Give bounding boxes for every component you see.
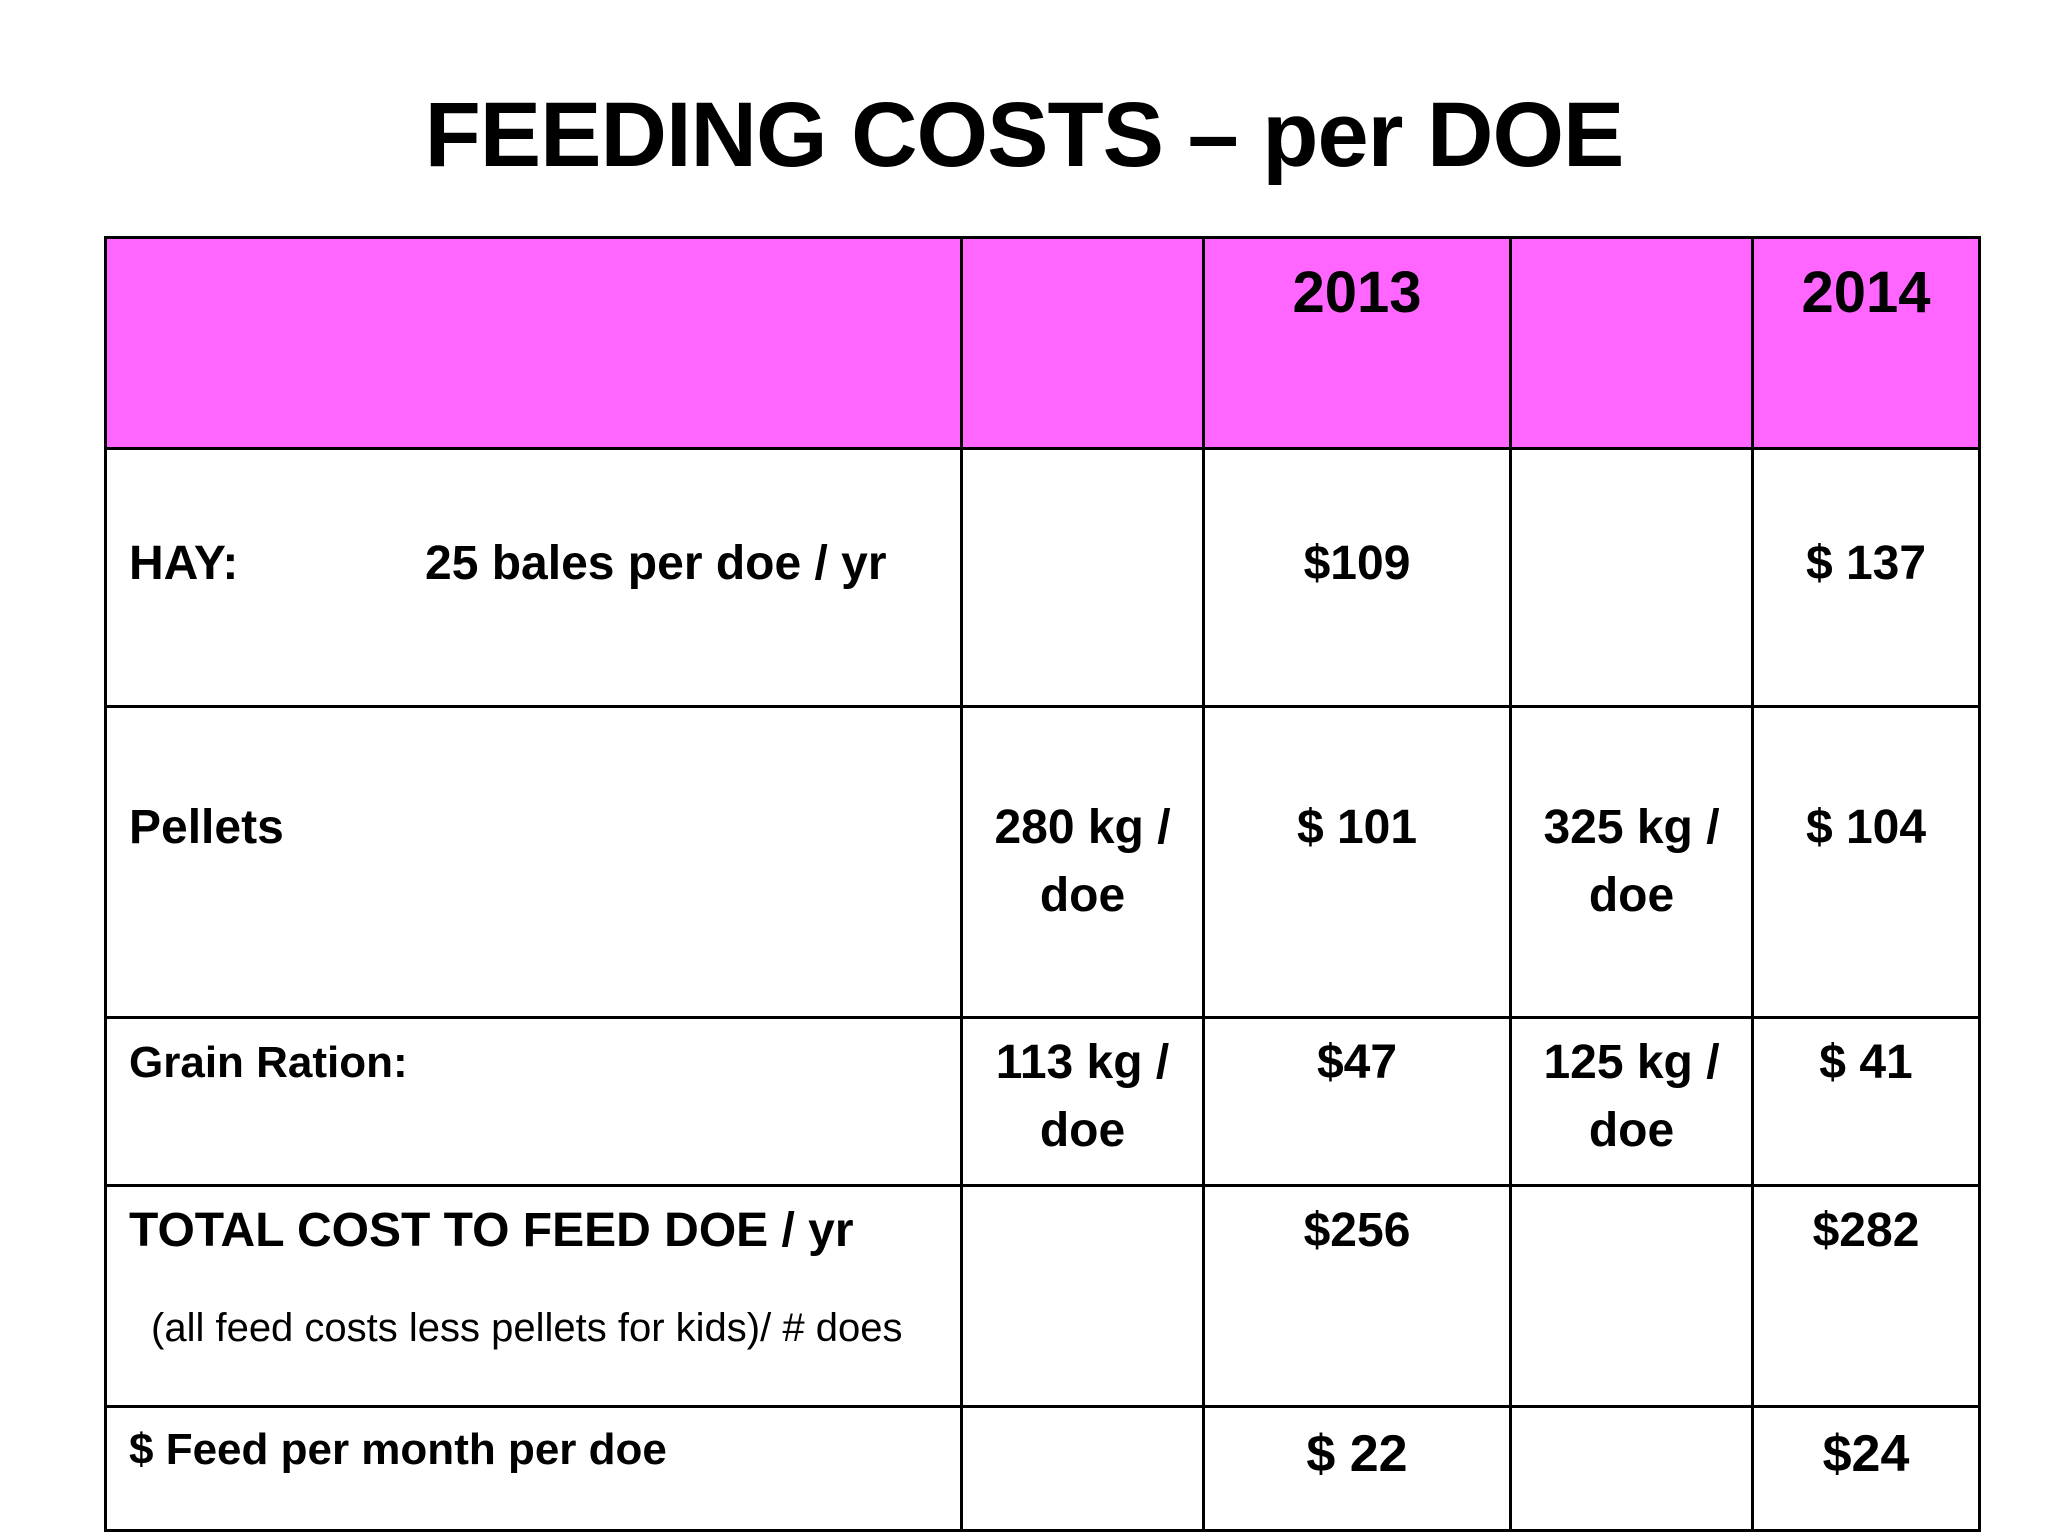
grain-label: Grain Ration:: [104, 1016, 963, 1187]
slide-title: FEEDING COSTS – per DOE: [424, 84, 1625, 186]
total-amount-2013: [960, 1184, 1205, 1408]
hay-detail: 25 bales per doe / yr: [425, 537, 887, 590]
table-header-row: 2013 2014: [104, 236, 1981, 450]
hay-cost-2014: $ 137: [1751, 447, 1981, 708]
pellets-label: Pellets: [104, 705, 963, 1019]
table-row-monthly: $ Feed per month per doe $ 22 $24: [104, 1405, 1981, 1532]
monthly-amount-2013: [960, 1405, 1205, 1532]
grain-cost-2014: $ 41: [1751, 1016, 1981, 1187]
pellets-cost-2014: $ 104: [1751, 705, 1981, 1019]
total-note: (all feed costs less pellets for kids)/ …: [151, 1306, 903, 1350]
grain-amount-2014: 125 kg / doe: [1509, 1016, 1754, 1187]
grain-cost-2013: $47: [1202, 1016, 1512, 1187]
pellets-amount-2014: 325 kg / doe: [1509, 705, 1754, 1019]
monthly-cost-2014: $24: [1751, 1405, 1981, 1532]
pellets-cost-2013: $ 101: [1202, 705, 1512, 1019]
header-year-2014: 2014: [1751, 236, 1981, 450]
table-row-hay: HAY: 25 bales per doe / yr $109 $ 137: [104, 447, 1981, 708]
feeding-costs-table: 2013 2014 HAY: 25 bales per doe / yr $109…: [104, 236, 1981, 1532]
hay-cost-2013: $109: [1202, 447, 1512, 708]
total-label: TOTAL COST TO FEED DOE / yr: [129, 1204, 854, 1257]
table-row-total: TOTAL COST TO FEED DOE / yr (all feed co…: [104, 1184, 1981, 1408]
monthly-amount-2014: [1509, 1405, 1754, 1532]
monthly-cost-2013: $ 22: [1202, 1405, 1512, 1532]
hay-amount-2013: [960, 447, 1205, 708]
hay-label: HAY:: [129, 537, 239, 590]
hay-amount-2014: [1509, 447, 1754, 708]
total-label-cell: TOTAL COST TO FEED DOE / yr (all feed co…: [104, 1184, 963, 1408]
header-year-2013: 2013: [1202, 236, 1512, 450]
table-row-pellets: Pellets 280 kg / doe $ 101 325 kg / doe …: [104, 705, 1981, 1019]
monthly-label: $ Feed per month per doe: [104, 1405, 963, 1532]
table-row-grain: Grain Ration: 113 kg / doe $47 125 kg / …: [104, 1016, 1981, 1187]
total-cost-2014: $282: [1751, 1184, 1981, 1408]
total-amount-2014: [1509, 1184, 1754, 1408]
header-cell-empty-amount-2014: [1509, 236, 1754, 450]
header-cell-empty-label: [104, 236, 963, 450]
hay-label-cell: HAY: 25 bales per doe / yr: [104, 447, 963, 708]
header-cell-empty-amount-2013: [960, 236, 1205, 450]
total-cost-2013: $256: [1202, 1184, 1512, 1408]
grain-amount-2013: 113 kg / doe: [960, 1016, 1205, 1187]
pellets-amount-2013: 280 kg / doe: [960, 705, 1205, 1019]
